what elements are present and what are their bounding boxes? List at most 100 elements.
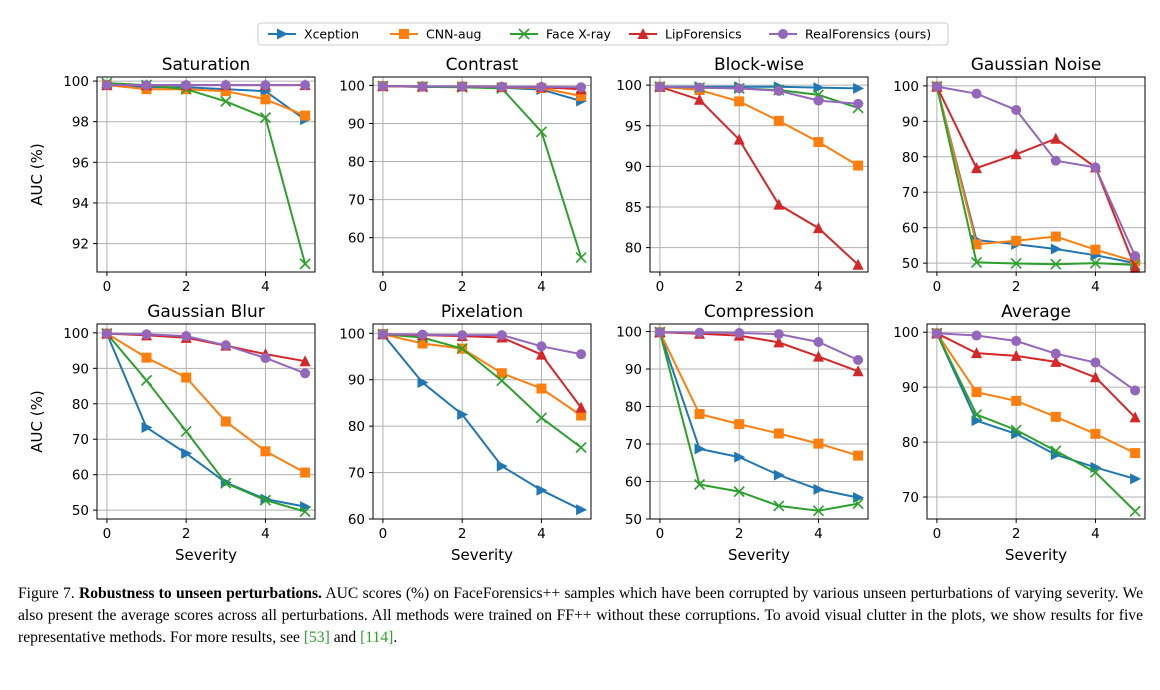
subplot-block-wise-series-lipforensics-line: [659, 85, 859, 266]
subplot-gaussian-noise-series-face-x-ray-point-1-stroke-b: [970, 256, 983, 268]
subplot-compression-series-face-x-ray-point-3-stroke-b: [773, 500, 785, 512]
subplot-compression-series-realforensics-ours-point-5: [853, 355, 864, 365]
subplot-gaussian-noise-series-realforensics-ours-point-3: [1050, 155, 1061, 166]
citation-link-53[interactable]: [53]: [303, 629, 330, 646]
subplot-saturation-ytick-label-100: 100: [63, 74, 89, 90]
subplot-saturation-series-cnn-aug-point-3: [220, 86, 231, 97]
subplot-gaussian-noise-ytick-label-100: 100: [893, 79, 919, 95]
subplot-compression-series-face-x-ray-point-2: [733, 486, 745, 498]
subplot-average-series-lipforensics-point-3: [1050, 355, 1062, 367]
caption-text-2: and: [329, 629, 361, 646]
subplot-saturation-series-face-x-ray-point-3-stroke-b: [220, 95, 232, 107]
subplot-compression-xtick-label-0: 0: [656, 526, 665, 542]
subplot-average-series-face-x-ray-point-4-stroke-b: [1089, 466, 1102, 478]
subplot-average-title: Average: [1001, 302, 1071, 322]
subplot-pixelation-series-cnn-aug-point-5: [576, 410, 587, 421]
subplot-pixelation-series-face-x-ray-point-5: [575, 441, 587, 454]
subplot-block-wise-xtick-label-0: 0: [656, 279, 665, 295]
subplot-gaussian-blur-series-face-x-ray-point-4: [259, 494, 272, 506]
subplot-average-series-realforensics-ours-point-1: [971, 330, 982, 341]
subplot-average-series-lipforensics-line: [936, 332, 1136, 419]
subplot-gaussian-blur-series-cnn-aug-point-2: [181, 372, 192, 383]
subplot-saturation-series-realforensics-ours-point-4: [260, 80, 271, 91]
subplot-average-series-lipforensics-point-2: [1010, 349, 1022, 361]
subplot-gaussian-noise-series-xception-point-3: [1050, 243, 1062, 255]
subplot-pixelation-series-cnn-aug-point-4: [536, 383, 547, 394]
subplot-gaussian-noise-series-face-x-ray-point-4-stroke-b: [1089, 257, 1102, 269]
citation-link-114[interactable]: [114]: [360, 629, 394, 646]
subplot-gaussian-blur: 0 2 4 50 60 70 80 90 100 Gaussian Blur Severity AUC…: [28, 302, 316, 564]
subplot-gaussian-blur-series-realforensics-ours-point-5: [300, 368, 311, 379]
subplot-pixelation-ytick-label-100: 100: [339, 326, 365, 342]
subplot-saturation-series-cnn-aug-line: [106, 84, 306, 117]
subplot-average-series-xception-point-2: [1011, 428, 1023, 440]
subplot-pixelation-series-face-x-ray-point-5-stroke-b: [575, 441, 587, 454]
subplot-block-wise-series-realforensics-ours-point-5: [853, 98, 864, 109]
subplot-gaussian-noise-series-face-x-ray-point-3: [1050, 258, 1062, 270]
subplot-gaussian-noise-series-face-x-ray-point-2: [1010, 257, 1022, 270]
subplot-gaussian-noise-series-cnn-aug-point-3: [1050, 231, 1061, 242]
subplot-compression-series-face-x-ray-point-2-stroke-b: [733, 486, 745, 498]
subplot-block-wise-series-cnn-aug-point-5: [853, 160, 864, 171]
subplot-contrast-series-cnn-aug-point-5: [576, 91, 587, 102]
subplot-average-series-cnn-aug-point-5: [1130, 448, 1141, 459]
subplot-pixelation-series-lipforensics-point-5: [575, 401, 587, 413]
subplot-compression-series-cnn-aug-point-1: [694, 409, 705, 419]
subplot-average-xtick-label-2: 2: [1012, 526, 1021, 542]
subplot-pixelation-series-realforensics-ours-point-0: [377, 329, 388, 340]
subplot-saturation-ytick-label-96: 96: [72, 155, 89, 171]
legend-frame: [257, 22, 949, 46]
subplot-average-series-lipforensics-point-5: [1129, 411, 1141, 423]
caption-bold: Robustness to unseen perturbations.: [79, 585, 322, 602]
subplot-average-series-cnn-aug-point-3: [1050, 411, 1061, 422]
subplot-gaussian-blur-series-face-x-ray-point-4-stroke-b: [259, 494, 272, 506]
subplot-gaussian-blur-ytick-label-60: 60: [72, 468, 89, 484]
subplot-saturation-frame: [96, 76, 316, 273]
subplot-gaussian-noise-series-face-x-ray-point-4: [1089, 257, 1102, 269]
subplot-compression-series-xception-point-1: [694, 443, 706, 455]
subplot-compression-ytick-label-100: 100: [616, 325, 642, 341]
subplot-gaussian-noise-ytick-label-50: 50: [902, 256, 919, 272]
subplot-gaussian-blur-series-face-x-ray-line: [106, 332, 306, 513]
subplot-gaussian-blur-series-cnn-aug-point-1: [141, 352, 152, 363]
subplot-gaussian-blur-ytick-label-100: 100: [63, 326, 89, 342]
subplot-average-series-cnn-aug-point-2: [1011, 395, 1022, 406]
subplot-contrast-series-realforensics-ours-line: [382, 85, 582, 89]
subplot-compression-series-face-x-ray-point-4-stroke-b: [812, 505, 825, 517]
subplot-saturation-title: Saturation: [162, 55, 251, 75]
subplot-pixelation-xtick-label-0: 0: [379, 526, 388, 542]
subplot-gaussian-noise-series-face-x-ray-point-1: [970, 256, 983, 268]
subplot-contrast: 0 2 4 60 70 80 90 100 Contrast: [339, 55, 592, 295]
subplot-average-series-face-x-ray-point-1: [970, 409, 983, 421]
subplot-pixelation-series-xception-point-3: [496, 460, 508, 472]
subplot-average-series-xception-point-5: [1130, 473, 1142, 485]
subplot-gaussian-blur-series-cnn-aug-point-5: [300, 467, 311, 478]
subplot-block-wise-series-lipforensics-point-2: [733, 133, 745, 145]
subplot-contrast-series-realforensics-ours-point-3: [496, 81, 507, 92]
subplot-compression-ytick-label-60: 60: [625, 475, 642, 491]
subplot-block-wise-series-cnn-aug-point-3: [773, 115, 784, 126]
subplot-gaussian-blur-series-face-x-ray-point-3-stroke-b: [220, 477, 232, 489]
subplot-compression-ytick-label-50: 50: [625, 512, 642, 528]
subplot-gaussian-blur-series-xception-line: [105, 333, 306, 508]
subplot-pixelation-xtick-label-2: 2: [458, 526, 467, 542]
subplot-compression-series-realforensics-ours-point-1: [694, 327, 705, 338]
subplot-compression-series-realforensics-ours-point-2: [734, 328, 745, 338]
subplot-block-wise-series-realforensics-ours-point-1: [694, 82, 705, 93]
subplot-average-ytick-label-100: 100: [893, 325, 919, 341]
subplot-compression-series-face-x-ray-line: [658, 332, 859, 512]
subplot-pixelation-series-realforensics-ours-line: [382, 333, 582, 356]
subplot-average-series-cnn-aug-point-4: [1090, 428, 1101, 439]
subplot-gaussian-noise-ytick-label-80: 80: [902, 150, 919, 166]
subplot-block-wise-series-realforensics-ours-point-0: [654, 81, 665, 92]
subplot-gaussian-blur-series-face-x-ray-point-1-stroke-b: [140, 374, 153, 386]
subplot-compression-ytick-label-80: 80: [625, 400, 642, 416]
subplot-saturation-ytick-label-92: 92: [72, 237, 89, 253]
subplot-average-series-face-x-ray-point-1-stroke-b: [970, 409, 983, 421]
subplot-average-series-realforensics-ours-line: [936, 332, 1136, 392]
subplot-gaussian-blur-ytick-label-80: 80: [72, 397, 89, 413]
subplot-contrast-title: Contrast: [446, 55, 519, 75]
subplot-block-wise-series-realforensics-ours-line: [659, 85, 859, 105]
subplots: 0 2 4 92 94 96 98 100 Saturation AUC (%) 0 2 4 60 70 80…: [28, 55, 1146, 564]
subplot-gaussian-noise-series-realforensics-ours-point-1: [971, 88, 982, 99]
